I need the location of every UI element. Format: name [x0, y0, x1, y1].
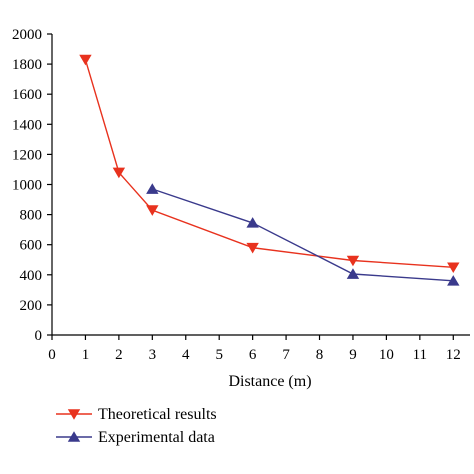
data-point: [346, 255, 360, 267]
y-tick-label: 1400: [12, 117, 42, 133]
y-tick-label: 1600: [12, 87, 42, 103]
data-point: [246, 242, 259, 254]
x-tick-label: 11: [413, 347, 427, 363]
x-tick-label: 2: [115, 347, 123, 363]
x-axis-title: Distance (m): [228, 373, 311, 390]
data-point: [447, 262, 460, 274]
y-tick-label: 800: [20, 208, 43, 224]
legend-item: Theoretical results: [56, 406, 217, 423]
y-tick-label: 400: [20, 268, 43, 284]
legend-marker: [67, 431, 81, 442]
series-theoretical-results: [79, 54, 460, 274]
y-tick-label: 1800: [12, 57, 42, 73]
data-point: [146, 205, 159, 216]
x-tick-label: 10: [379, 347, 394, 363]
legend: Theoretical results Experimental data: [56, 406, 217, 446]
y-tick-label: 200: [20, 298, 43, 314]
x-tick-label: 0: [48, 347, 56, 363]
x-tick-label: 7: [282, 347, 290, 363]
legend-marker: [67, 409, 81, 420]
legend-label: Theoretical results: [98, 406, 217, 423]
series-line: [152, 188, 454, 282]
y-tick-label: 1200: [12, 147, 42, 163]
y-tick-label: 2000: [12, 27, 42, 43]
x-tick-label: 4: [182, 347, 190, 363]
x-tick-label: 12: [446, 347, 461, 363]
data-point: [146, 183, 159, 194]
data-point: [246, 217, 259, 228]
y-tick-label: 0: [35, 328, 43, 344]
data-point: [79, 54, 92, 66]
x-tick-label: 5: [215, 347, 223, 363]
series-line: [84, 59, 454, 268]
y-tick-label: 1000: [12, 178, 42, 194]
legend-item: Experimental data: [56, 429, 215, 446]
y-tick-label: 600: [20, 238, 43, 254]
series-experimental-data: [146, 183, 460, 286]
legend-label: Experimental data: [98, 429, 215, 446]
x-tick-label: 3: [149, 347, 157, 363]
data-point: [447, 275, 460, 286]
x-tick-label: 1: [82, 347, 90, 363]
x-tick-label: 9: [349, 347, 357, 363]
series-layer: [79, 54, 460, 286]
x-tick-label: 8: [316, 347, 324, 363]
data-point: [346, 268, 360, 279]
data-point: [112, 167, 126, 179]
x-tick-label: 6: [249, 347, 257, 363]
